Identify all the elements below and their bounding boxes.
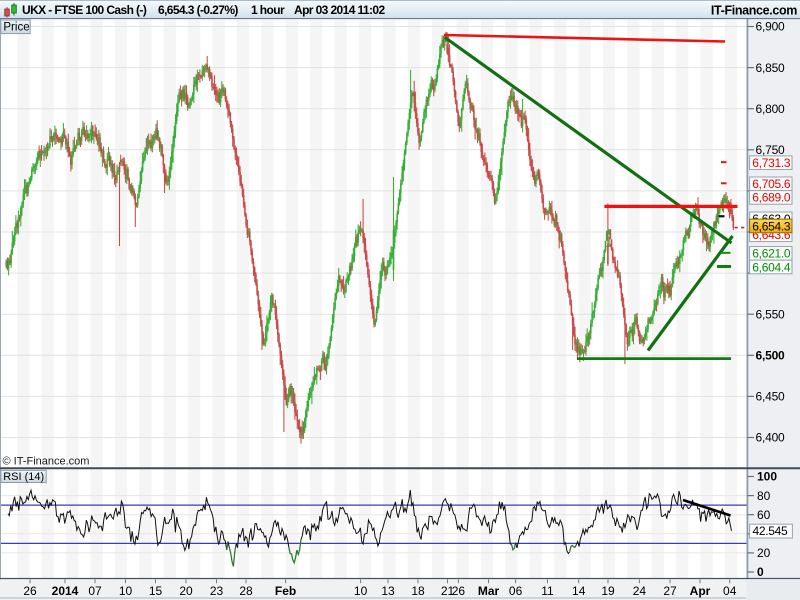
svg-text:26: 26 bbox=[23, 584, 37, 598]
svg-text:2014: 2014 bbox=[52, 584, 79, 598]
svg-text:18: 18 bbox=[411, 584, 425, 598]
svg-text:6,604.4: 6,604.4 bbox=[752, 260, 791, 274]
svg-text:27: 27 bbox=[663, 584, 677, 598]
svg-text:6,621.0: 6,621.0 bbox=[752, 247, 791, 261]
svg-text:42.545: 42.545 bbox=[753, 524, 789, 538]
svg-text:04: 04 bbox=[723, 584, 737, 598]
svg-text:20: 20 bbox=[179, 584, 193, 598]
svg-text:© IT-Finance.com: © IT-Finance.com bbox=[3, 456, 90, 468]
svg-text:Price: Price bbox=[3, 22, 29, 34]
svg-text:23: 23 bbox=[210, 584, 224, 598]
svg-text:60: 60 bbox=[757, 508, 771, 522]
svg-text:6,705.6: 6,705.6 bbox=[752, 177, 791, 191]
svg-text:6,900: 6,900 bbox=[756, 20, 786, 34]
svg-text:26: 26 bbox=[452, 584, 466, 598]
svg-text:6,500: 6,500 bbox=[756, 349, 786, 363]
svg-text:13: 13 bbox=[381, 584, 395, 598]
svg-text:RSI (14): RSI (14) bbox=[3, 471, 44, 483]
svg-text:6,654.3: 6,654.3 bbox=[752, 219, 791, 233]
svg-text:07: 07 bbox=[88, 584, 102, 598]
svg-text:10: 10 bbox=[354, 584, 368, 598]
svg-text:14: 14 bbox=[572, 584, 586, 598]
svg-text:6,850: 6,850 bbox=[756, 61, 786, 75]
svg-text:1 hour: 1 hour bbox=[251, 3, 285, 17]
svg-text:20: 20 bbox=[757, 546, 771, 560]
svg-text:80: 80 bbox=[757, 489, 771, 503]
svg-text:6,800: 6,800 bbox=[756, 102, 786, 116]
svg-text:19: 19 bbox=[601, 584, 615, 598]
svg-text:28: 28 bbox=[239, 584, 253, 598]
svg-text:10: 10 bbox=[119, 584, 133, 598]
svg-text:Apr 03 2014 11:02: Apr 03 2014 11:02 bbox=[294, 3, 385, 17]
svg-text:06: 06 bbox=[509, 584, 523, 598]
svg-text:6,731.3: 6,731.3 bbox=[752, 156, 791, 170]
svg-text:6,689.0: 6,689.0 bbox=[752, 191, 791, 205]
svg-text:6,550: 6,550 bbox=[756, 307, 786, 321]
svg-text:24: 24 bbox=[633, 584, 647, 598]
svg-text:Apr: Apr bbox=[690, 584, 711, 598]
svg-text:15: 15 bbox=[149, 584, 163, 598]
svg-text:IT-Finance.com: IT-Finance.com bbox=[711, 4, 797, 18]
svg-text:6,750: 6,750 bbox=[756, 143, 786, 157]
svg-text:6,400: 6,400 bbox=[756, 431, 786, 445]
svg-text:11: 11 bbox=[541, 584, 554, 598]
svg-text:6,450: 6,450 bbox=[756, 390, 786, 404]
svg-text:0: 0 bbox=[757, 565, 764, 579]
svg-text:21: 21 bbox=[441, 584, 455, 598]
svg-text:Mar: Mar bbox=[478, 584, 500, 598]
svg-text:6,654.3 (-0.27%): 6,654.3 (-0.27%) bbox=[158, 3, 238, 17]
svg-text:100: 100 bbox=[757, 470, 777, 484]
svg-text:UKX - FTSE 100 Cash (-): UKX - FTSE 100 Cash (-) bbox=[22, 3, 147, 17]
svg-text:Feb: Feb bbox=[275, 584, 296, 598]
